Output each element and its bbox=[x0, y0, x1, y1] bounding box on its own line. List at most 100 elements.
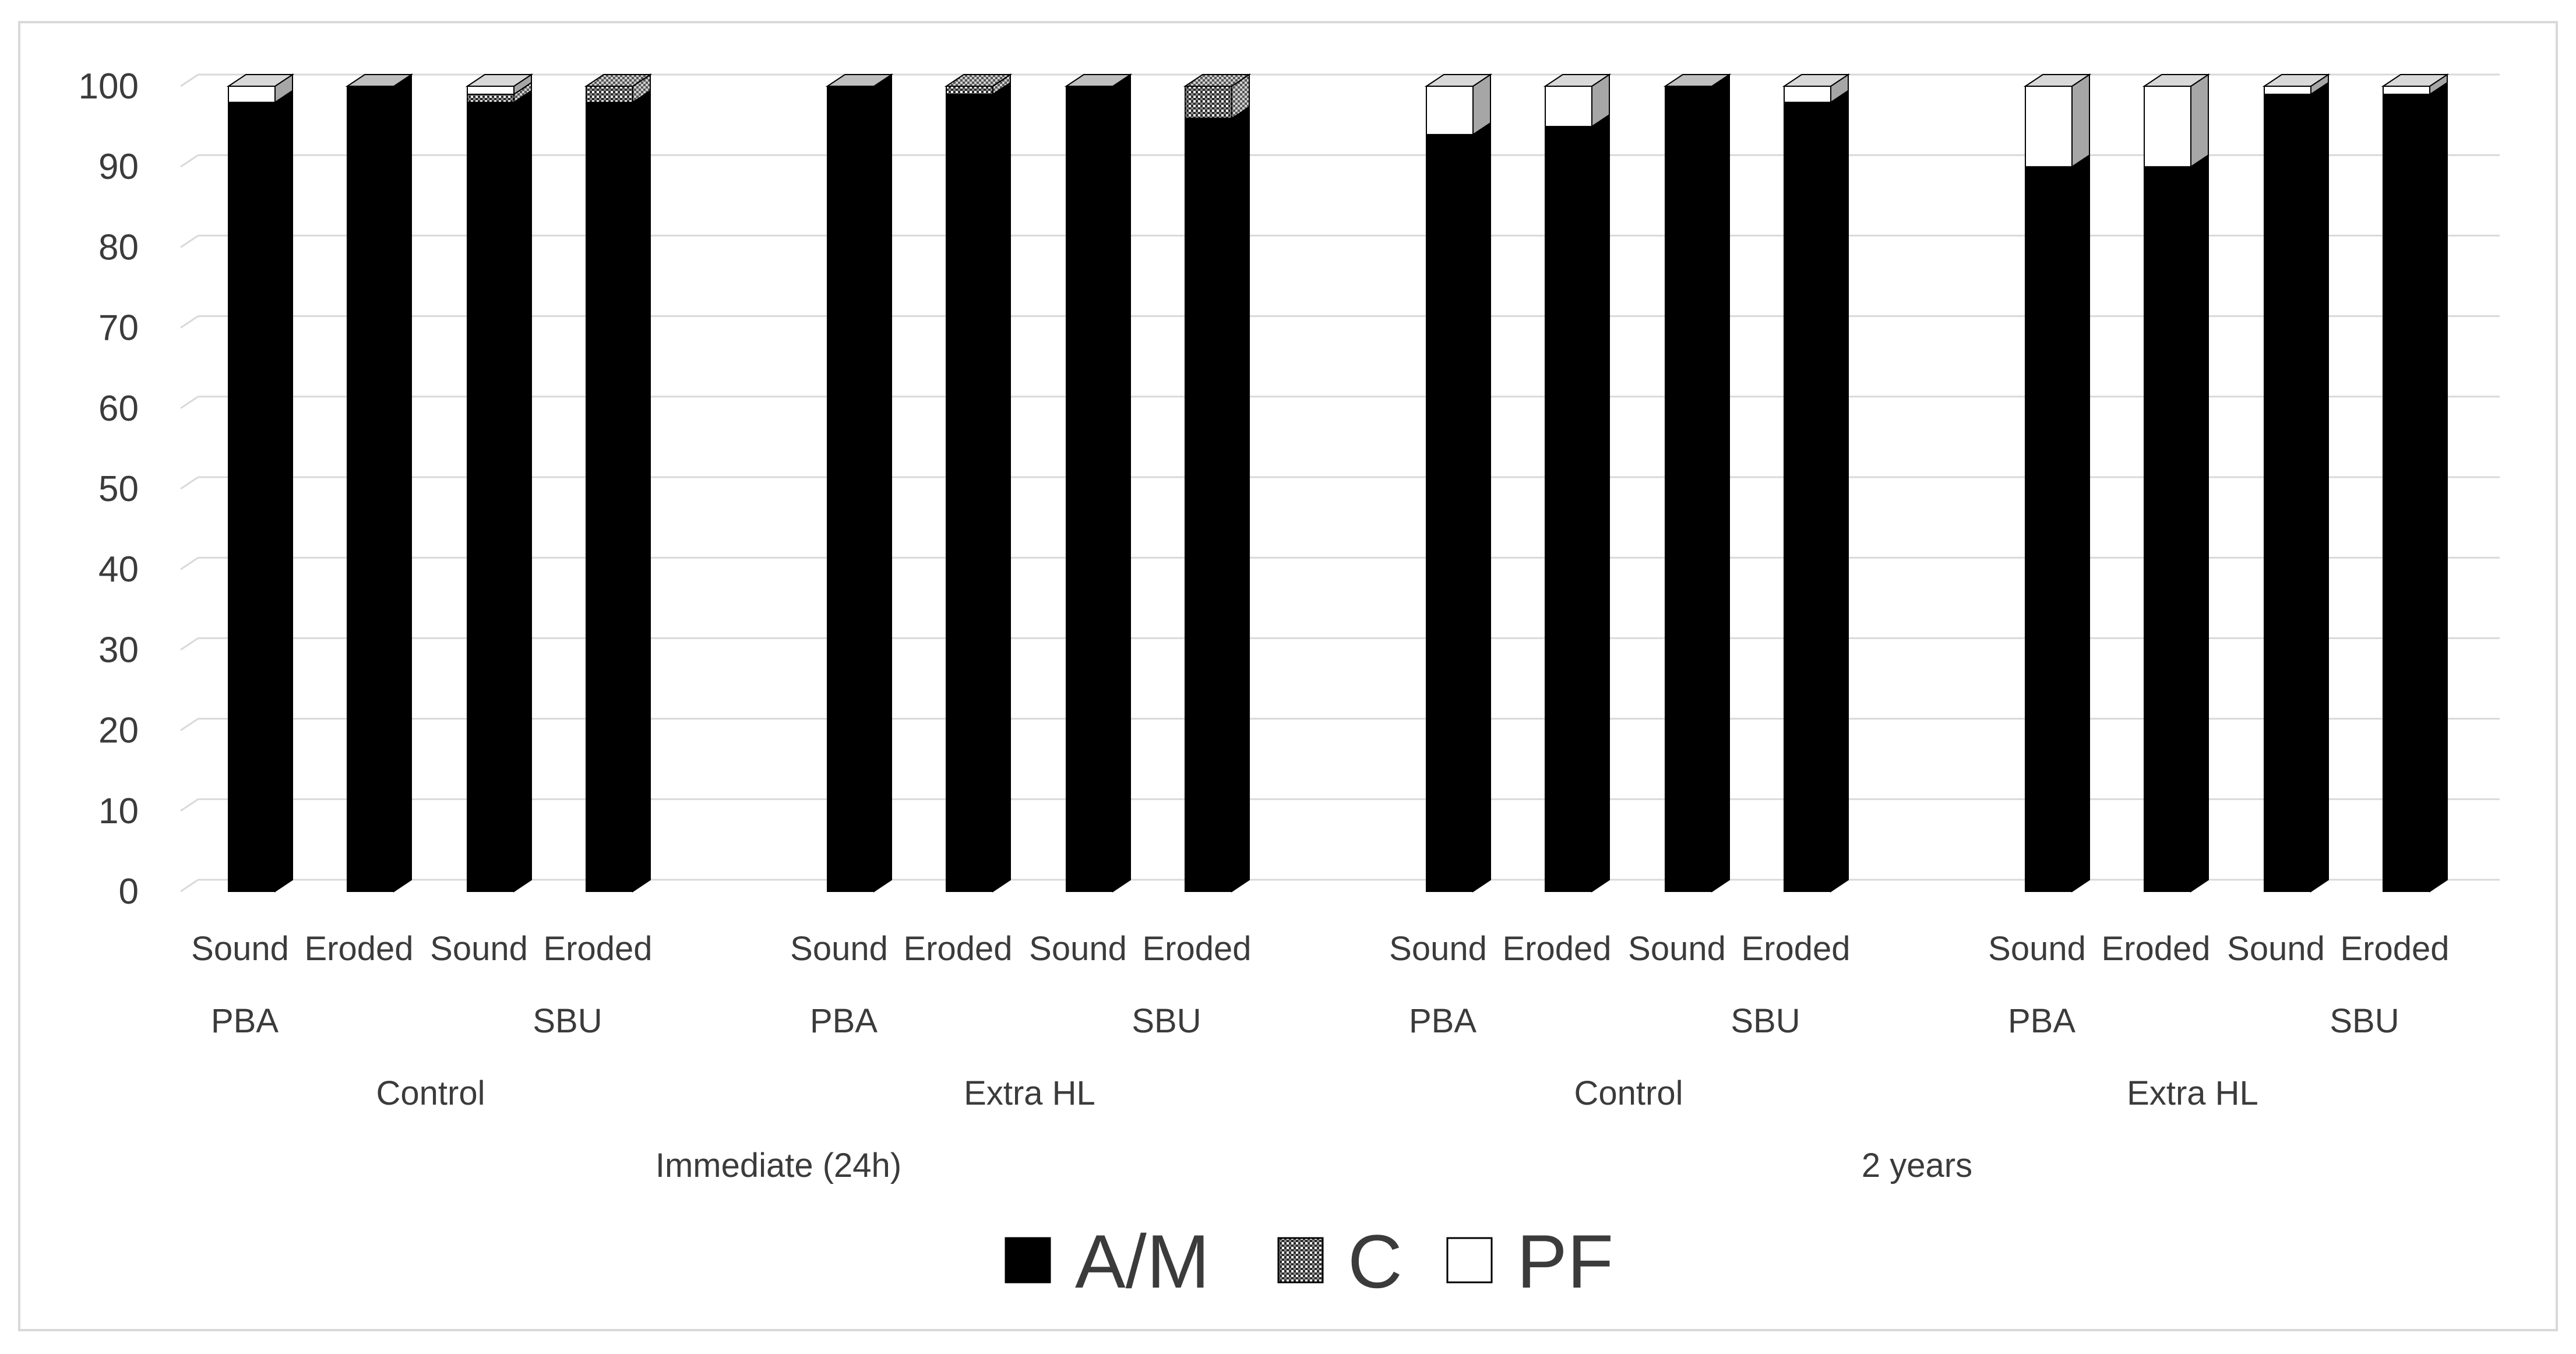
gridline-depth-90 bbox=[180, 154, 199, 168]
y-tick-label: 50 bbox=[98, 469, 139, 509]
bar-side-am bbox=[992, 81, 1011, 893]
bar-group-15 bbox=[2262, 73, 2331, 893]
y-tick-label: 10 bbox=[98, 791, 139, 831]
bar-segment-am bbox=[1185, 118, 1232, 892]
y-tick-label: 90 bbox=[98, 147, 139, 187]
legend-swatch-c bbox=[1277, 1237, 1324, 1284]
legend-swatch-am bbox=[1005, 1237, 1051, 1284]
bar-side-am bbox=[1711, 73, 1730, 893]
bar-group-8 bbox=[1183, 73, 1252, 893]
bar-segment-am bbox=[228, 101, 276, 892]
gridlines bbox=[180, 73, 2500, 893]
x-group-label: SBU bbox=[2330, 1002, 2399, 1040]
bar-segment-pf bbox=[228, 86, 276, 103]
x-category-label: Eroded bbox=[903, 930, 1012, 968]
y-tick-label: 0 bbox=[119, 872, 139, 912]
bar-segment-am bbox=[2264, 93, 2311, 893]
x-group-label: SBU bbox=[1731, 1002, 1800, 1040]
legend-swatch-pf bbox=[1446, 1237, 1493, 1284]
bar-group-14 bbox=[2142, 73, 2211, 893]
y-tick-label: 20 bbox=[98, 711, 139, 751]
x-category-label: Eroded bbox=[304, 930, 413, 968]
gridline-depth-0 bbox=[180, 879, 199, 893]
bar-top bbox=[944, 74, 1013, 87]
y-axis: 0 10 20 30 40 50 60 70 80 90 100 bbox=[79, 66, 139, 912]
bar-segment-am bbox=[1784, 101, 1831, 892]
x-category-label: Eroded bbox=[1502, 930, 1611, 968]
bar-segment-am bbox=[2144, 166, 2191, 893]
bar-top bbox=[2262, 74, 2331, 87]
gridline-depth-20 bbox=[180, 718, 199, 731]
bar-group-2 bbox=[345, 73, 414, 893]
x-group-label: SBU bbox=[1132, 1002, 1201, 1040]
gridline-depth-60 bbox=[180, 396, 199, 410]
bar-top bbox=[465, 74, 534, 87]
y-tick-label: 100 bbox=[79, 66, 139, 107]
bar-side-am bbox=[1112, 73, 1131, 893]
x-subgroup-label: Control bbox=[1574, 1074, 1683, 1112]
legend-label-c: C bbox=[1348, 1219, 1402, 1304]
bar-top bbox=[1663, 74, 1732, 87]
bar-group-5 bbox=[825, 73, 894, 893]
bar-segment-am bbox=[946, 93, 993, 893]
x-group-label: PBA bbox=[810, 1002, 878, 1040]
bar-segment-am bbox=[827, 86, 875, 892]
y-tick-label: 80 bbox=[98, 227, 139, 267]
x-category-label: Eroded bbox=[1142, 930, 1251, 968]
bar-segment-c bbox=[467, 93, 515, 103]
x-group-label: PBA bbox=[2008, 1002, 2075, 1040]
chart-border bbox=[18, 21, 2558, 1331]
x-category-label: Sound bbox=[430, 930, 528, 968]
bar-top bbox=[2381, 74, 2450, 87]
bar-segment-am bbox=[2383, 93, 2430, 893]
bar-side-am bbox=[1591, 114, 1610, 893]
x-group-label: SBU bbox=[533, 1002, 602, 1040]
bar-group-6 bbox=[944, 73, 1013, 893]
bar-side-am bbox=[1472, 122, 1491, 893]
gridline-depth-100 bbox=[180, 73, 199, 87]
x-category-label: Eroded bbox=[1741, 930, 1850, 968]
gridline-depth-70 bbox=[180, 315, 199, 329]
bar-segment-am bbox=[1665, 86, 1712, 892]
bar-side-pf bbox=[2071, 73, 2090, 168]
bar-segment-am bbox=[1545, 126, 1592, 893]
legend: A/M C PF bbox=[1005, 1219, 1613, 1304]
y-tick-label: 70 bbox=[98, 308, 139, 348]
bar-top bbox=[1064, 74, 1133, 87]
bar-segment-pf bbox=[2144, 86, 2191, 168]
x-period-label: 2 years bbox=[1862, 1147, 1972, 1184]
x-category-label: Sound bbox=[1988, 930, 2086, 968]
bar-top bbox=[226, 74, 295, 87]
bar-segment-c bbox=[1185, 86, 1232, 119]
gridline-depth-10 bbox=[180, 798, 199, 812]
bar-group-13 bbox=[2023, 73, 2092, 893]
bar-side-am bbox=[2190, 154, 2209, 893]
x-category-label: Sound bbox=[191, 930, 289, 968]
x-category-label: Eroded bbox=[2340, 930, 2449, 968]
bar-top bbox=[1782, 74, 1851, 87]
x-subgroup-label: Control bbox=[376, 1074, 485, 1112]
gridline-depth-30 bbox=[180, 637, 199, 651]
bar-group-1 bbox=[226, 73, 295, 893]
x-category-label: Sound bbox=[790, 930, 888, 968]
legend-label-am: A/M bbox=[1075, 1219, 1210, 1304]
bar-segment-pf bbox=[1426, 86, 1474, 135]
bar-top bbox=[2023, 74, 2092, 87]
bar-segment-pf bbox=[1784, 86, 1831, 103]
bar-side-am bbox=[1830, 89, 1849, 893]
bar-segment-am bbox=[1426, 133, 1474, 892]
bars bbox=[226, 73, 2450, 893]
y-tick-label: 30 bbox=[98, 630, 139, 670]
bar-top bbox=[1424, 74, 1493, 87]
bar-segment-pf bbox=[467, 86, 515, 95]
bar-segment-am bbox=[2025, 166, 2073, 893]
bar-group-10 bbox=[1543, 73, 1612, 893]
x-group-label: PBA bbox=[211, 1002, 279, 1040]
gridline-depth-80 bbox=[180, 235, 199, 248]
bar-group-12 bbox=[1782, 73, 1851, 893]
bar-top bbox=[825, 74, 894, 87]
gridline-depth-50 bbox=[180, 476, 199, 490]
bar-top bbox=[584, 74, 653, 87]
